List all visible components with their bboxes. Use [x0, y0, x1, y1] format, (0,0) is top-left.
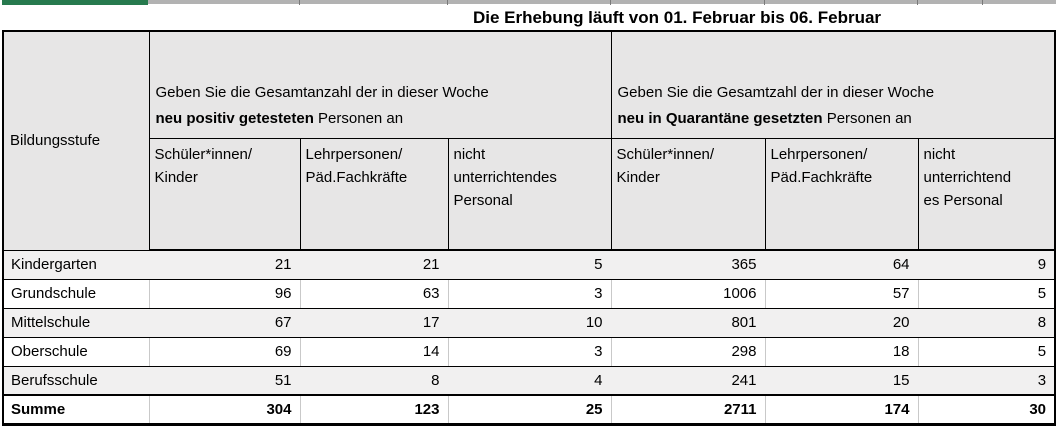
group-header-bold-text: neu positiv getesteten: [155, 109, 314, 127]
value-cell[interactable]: 801: [610, 307, 766, 338]
value-cell[interactable]: 51: [148, 365, 301, 396]
total-cell: 25: [447, 394, 612, 426]
column-gridline-tick: [764, 0, 765, 5]
total-cell: 174: [764, 394, 919, 426]
group-header-quarantine: Geben Sie die Gesamtzahl der in dieser W…: [610, 30, 1056, 139]
table-row-kindergarten: Kindergarten 21 21 5 365 64 9: [2, 249, 1056, 280]
total-cell: 304: [148, 394, 301, 426]
column-header-schueler-positive: Schüler*innen/ Kinder: [148, 137, 301, 251]
table-row-berufsschule: Berufsschule 51 8 4 241 15 3: [2, 365, 1056, 396]
table-row-oberschule: Oberschule 69 14 3 298 18 5: [2, 336, 1056, 367]
survey-table: Bildungsstufe Geben Sie die Gesamtanzahl…: [2, 30, 1056, 426]
sheet-top-strip: [0, 0, 1056, 6]
value-cell[interactable]: 21: [299, 249, 449, 280]
row-label-mittelschule: Mittelschule: [2, 307, 150, 338]
value-cell[interactable]: 3: [447, 336, 612, 367]
value-cell[interactable]: 20: [764, 307, 919, 338]
column-header-personal-positive: nicht unterrichtendes Personal: [447, 137, 612, 251]
group-header-positive-tested: Geben Sie die Gesamtanzahl der in dieser…: [148, 30, 612, 139]
survey-period-title: Die Erhebung läuft von 01. Februar bis 0…: [472, 8, 882, 27]
green-row-strip: [2, 0, 148, 5]
total-cell: 123: [299, 394, 449, 426]
row-label-berufsschule: Berufsschule: [2, 365, 150, 396]
value-cell[interactable]: 15: [764, 365, 919, 396]
column-header-personal-quarantine: nicht unterrichtend es Personal: [917, 137, 1056, 251]
column-header-schueler-quarantine: Schüler*innen/ Kinder: [610, 137, 766, 251]
value-cell[interactable]: 10: [447, 307, 612, 338]
gray-row-strip: [148, 0, 1056, 4]
table-row-summe: Summe 304 123 25 2711 174 30: [2, 394, 1056, 426]
value-cell[interactable]: 64: [764, 249, 919, 280]
value-cell[interactable]: 3: [447, 278, 612, 309]
total-cell: 2711: [610, 394, 766, 426]
value-cell[interactable]: 69: [148, 336, 301, 367]
value-cell[interactable]: 298: [610, 336, 766, 367]
value-cell[interactable]: 18: [764, 336, 919, 367]
group-header-text: Personen an: [313, 109, 404, 127]
value-cell[interactable]: 8: [917, 307, 1056, 338]
column-gridline-tick: [982, 0, 983, 5]
table-row-mittelschule: Mittelschule 67 17 10 801 20 8: [2, 307, 1056, 338]
column-gridline-tick: [299, 0, 300, 5]
total-cell: 30: [917, 394, 1056, 426]
value-cell[interactable]: 241: [610, 365, 766, 396]
value-cell[interactable]: 365: [610, 249, 766, 280]
row-label-summe: Summe: [2, 394, 150, 426]
column-header-bildungsstufe: Bildungsstufe: [2, 30, 150, 251]
value-cell[interactable]: 3: [917, 365, 1056, 396]
group-header-text: Geben Sie die Gesamtzahl der in dieser W…: [617, 83, 935, 101]
group-header-text: Personen an: [822, 109, 912, 127]
column-header-lehrpersonen-quarantine: Lehrpersonen/ Päd.Fachkräfte: [764, 137, 919, 251]
value-cell[interactable]: 5: [917, 278, 1056, 309]
value-cell[interactable]: 67: [148, 307, 301, 338]
value-cell[interactable]: 4: [447, 365, 612, 396]
column-gridline-tick: [917, 0, 918, 5]
group-header-bold-text: neu in Quarantäne gesetzten: [617, 109, 823, 127]
column-header-lehrpersonen-positive: Lehrpersonen/ Päd.Fachkräfte: [299, 137, 449, 251]
value-cell[interactable]: 63: [299, 278, 449, 309]
row-label-grundschule: Grundschule: [2, 278, 150, 309]
group-header-text: Geben Sie die Gesamtanzahl der in dieser…: [155, 83, 489, 101]
value-cell[interactable]: 57: [764, 278, 919, 309]
value-cell[interactable]: 9: [917, 249, 1056, 280]
value-cell[interactable]: 5: [447, 249, 612, 280]
row-label-kindergarten: Kindergarten: [2, 249, 150, 280]
value-cell[interactable]: 1006: [610, 278, 766, 309]
value-cell[interactable]: 17: [299, 307, 449, 338]
value-cell[interactable]: 96: [148, 278, 301, 309]
value-cell[interactable]: 14: [299, 336, 449, 367]
value-cell[interactable]: 5: [917, 336, 1056, 367]
row-label-oberschule: Oberschule: [2, 336, 150, 367]
column-gridline-tick: [610, 0, 611, 5]
value-cell[interactable]: 21: [148, 249, 301, 280]
table-row-grundschule: Grundschule 96 63 3 1006 57 5: [2, 278, 1056, 309]
value-cell[interactable]: 8: [299, 365, 449, 396]
column-gridline-tick: [447, 0, 448, 5]
